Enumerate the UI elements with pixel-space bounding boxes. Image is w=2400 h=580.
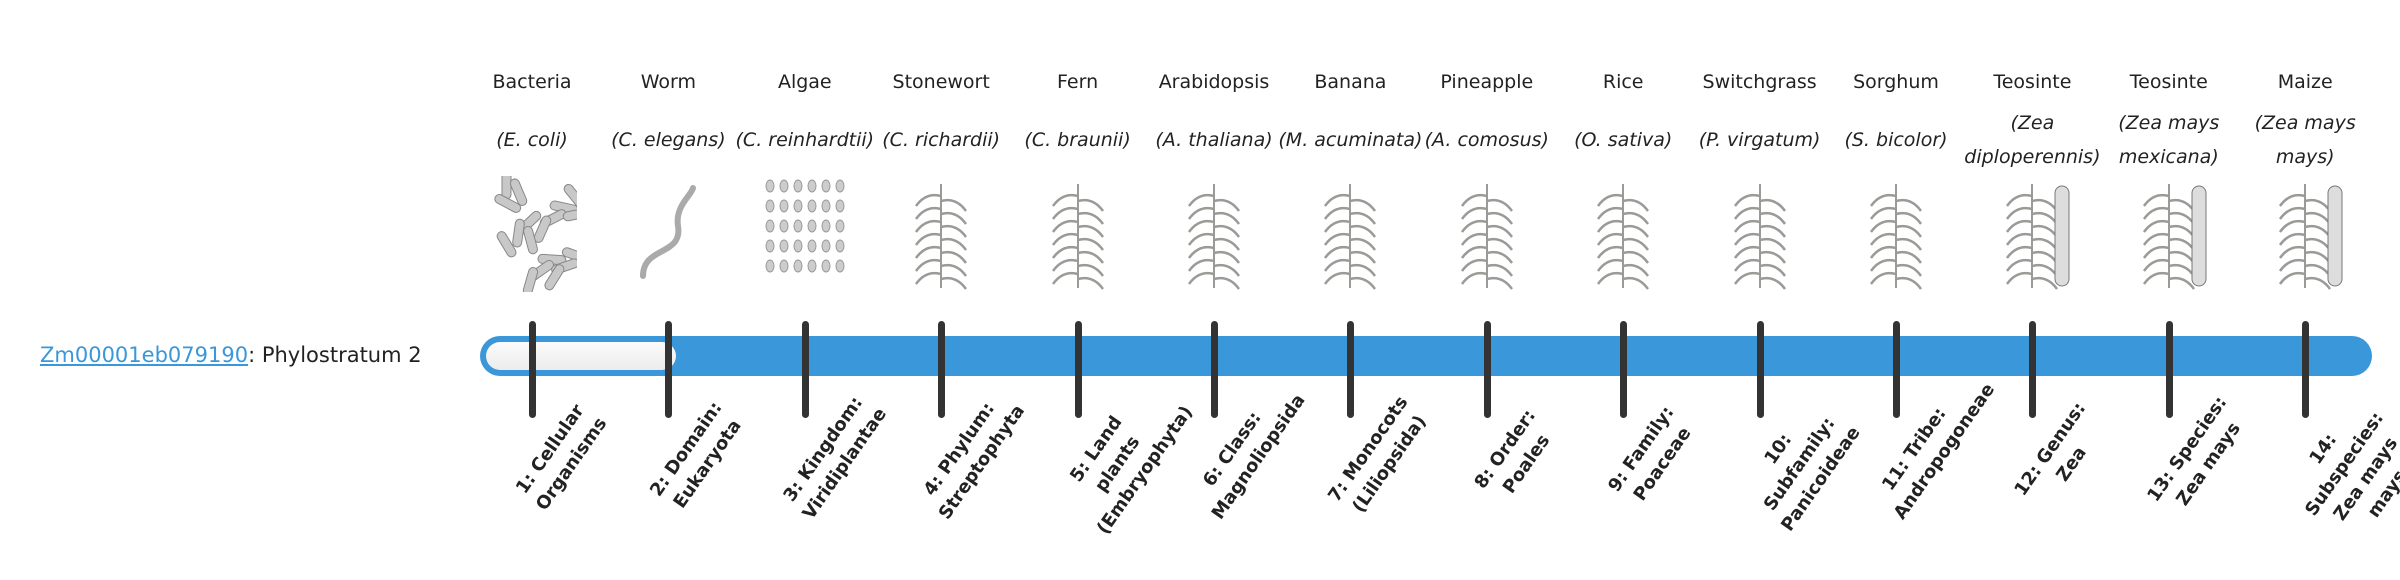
organism-scientific-name: (Zea diploperennis) — [1964, 112, 2101, 168]
gene-label: Zm00001eb079190: Phylostratum 2 — [40, 340, 422, 370]
organism-scientific-name: (M. acuminata) — [1278, 129, 1423, 151]
organism-common-name: Bacteria — [492, 71, 572, 93]
stratum-label: 4: Phylum: Streptophyta — [919, 398, 1030, 524]
organism-common-name: Worm — [640, 71, 697, 93]
organism-common-name: Pineapple — [1440, 71, 1534, 93]
organism-common-name: Stonewort — [892, 71, 990, 93]
stratum-label: 10: Subfamily: Panicoideae — [1759, 413, 1865, 536]
stratum-tick — [1211, 321, 1218, 418]
organism-common-name: Rice — [1602, 71, 1644, 93]
gene-link[interactable]: Zm00001eb079190 — [40, 343, 249, 367]
fern-illustration — [1033, 176, 1123, 292]
phylostratum-text: : Phylostratum 2 — [248, 343, 422, 367]
stratum-tick — [1074, 321, 1082, 418]
pineapple-illustration — [1442, 176, 1532, 292]
organism-scientific-name: (C. braunii) — [1024, 129, 1131, 151]
organism-common-name: Switchgrass — [1702, 71, 1817, 93]
organism-scientific-name: (C. elegans) — [611, 129, 726, 151]
stratum-tick — [1893, 321, 1900, 418]
organism-scientific-name: (A. thaliana) — [1155, 129, 1273, 151]
banana-illustration — [1305, 176, 1395, 292]
organism-common-name: Arabidopsis — [1158, 71, 1270, 93]
arabidopsis-illustration — [1169, 176, 1259, 292]
organism-scientific-name: (Zea mays mexicana) — [2118, 112, 2220, 168]
organism-scientific-name: (O. sativa) — [1574, 129, 1673, 151]
stratum-label: 1: Cellular Organisms — [511, 400, 612, 515]
organism-common-name: Teosinte — [1993, 71, 2072, 93]
stratum-tick — [1483, 321, 1491, 418]
stratum-tick — [529, 321, 536, 418]
organism-scientific-name: (S. bicolor) — [1844, 129, 1948, 151]
stratum-label: 11: Tribe: Andropogoneae — [1878, 379, 2000, 524]
phylostratum-bar — [480, 336, 2372, 376]
stratum-tick — [1620, 321, 1628, 418]
organism-scientific-name: (C. reinhardtii) — [735, 129, 875, 151]
bacteria-illustration — [487, 170, 592, 296]
stratum-label: 5: Land plants (Embryophyta) — [1065, 402, 1197, 539]
organism-common-name: Fern — [1057, 71, 1099, 93]
organism-common-name: Teosinte — [2129, 71, 2208, 93]
stratum-label: 3: Kingdom: Viridiplantae — [779, 392, 891, 524]
organism-scientific-name: (C. richardii) — [882, 129, 1001, 151]
stratum-label: 9: Family: Poaceae — [1604, 402, 1696, 505]
stratum-label: 12: Genus: Zea — [2010, 398, 2092, 500]
algae-illustration — [760, 176, 850, 292]
stratum-tick — [2029, 321, 2037, 418]
stratum-tick — [801, 321, 809, 418]
worm-illustration — [623, 176, 713, 292]
stratum-label: 13: Species: Zea mays — [2143, 392, 2245, 510]
teosinte-illustration — [1987, 176, 2077, 292]
switchgrass-illustration — [1715, 176, 1805, 292]
stratum-tick — [2302, 321, 2310, 418]
organism-common-name: Banana — [1314, 71, 1387, 93]
maize-illustration — [2260, 176, 2350, 292]
sorghum-illustration — [1851, 176, 1941, 292]
stratum-label: 7: Monocots (Liliopsida) — [1324, 392, 1432, 517]
organism-scientific-name: (E. coli) — [496, 129, 568, 151]
organism-common-name: Algae — [777, 71, 832, 93]
organism-common-name: Maize — [2277, 71, 2333, 93]
stonewort-illustration — [896, 176, 986, 292]
stratum-label: 8: Order: Poales — [1470, 405, 1555, 498]
stratum-tick — [1756, 321, 1764, 418]
stratum-tick — [938, 321, 946, 418]
organism-common-name: Sorghum — [1853, 71, 1939, 93]
teosinte-illustration — [2124, 176, 2214, 292]
rice-illustration — [1578, 176, 1668, 292]
stratum-tick — [1347, 321, 1355, 418]
organism-scientific-name: (Zea mays mays) — [2254, 112, 2356, 168]
phylostratum-bar-unfilled — [486, 342, 677, 370]
organism-scientific-name: (A. comosus) — [1424, 129, 1549, 151]
stratum-label: 14: Subspecies: Zea mays mays — [2301, 408, 2400, 525]
stratum-label: 2: Domain: Eukaryota — [646, 397, 747, 513]
stratum-tick — [665, 321, 673, 418]
organism-scientific-name: (P. virgatum) — [1698, 129, 1821, 151]
stratum-label: 6: Class: Magnoliopsida — [1198, 390, 1310, 524]
stratum-tick — [2165, 321, 2173, 418]
